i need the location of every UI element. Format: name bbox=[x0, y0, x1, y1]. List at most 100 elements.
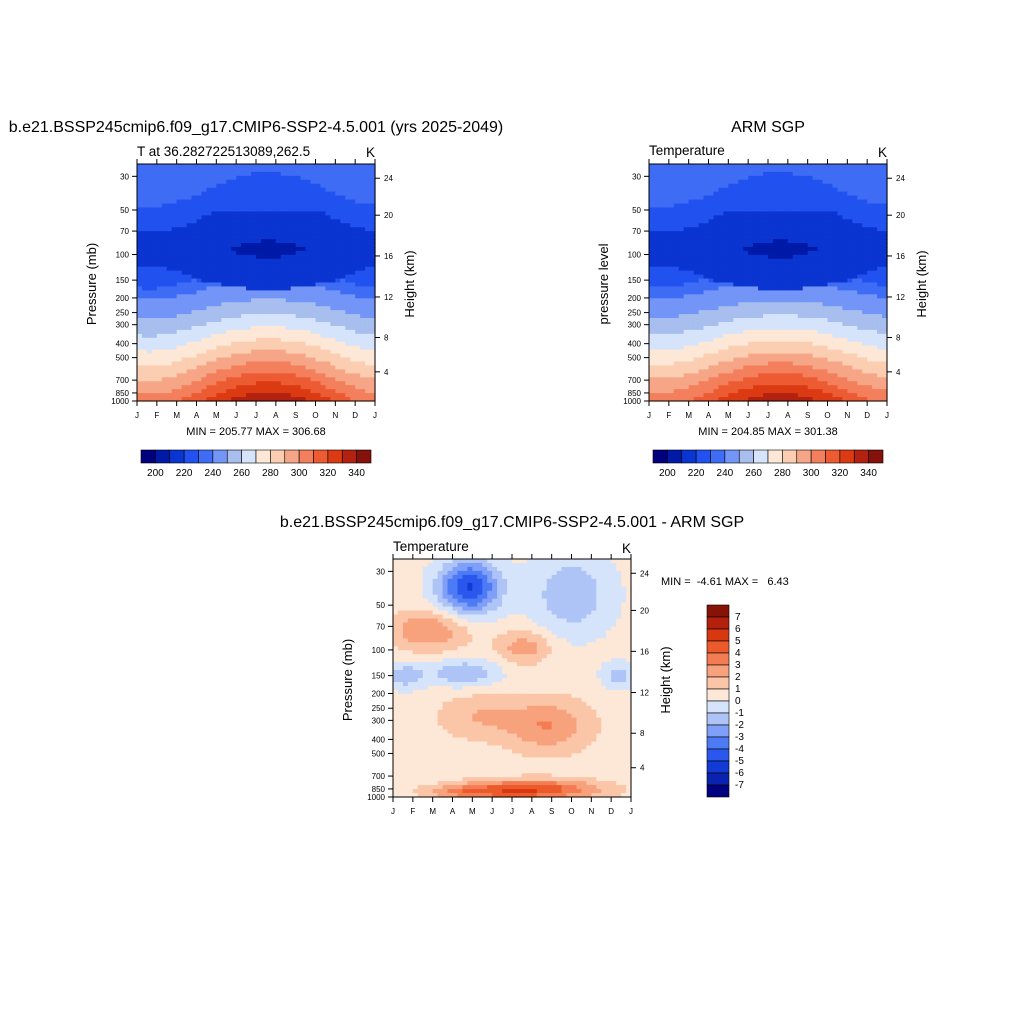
colorbar-box bbox=[706, 724, 730, 738]
panel1-left-label: T at 36.282722513089,262.5 bbox=[137, 144, 310, 159]
x-tick-label: M bbox=[213, 411, 220, 420]
y-tick-label: 500 bbox=[372, 749, 386, 758]
x-tick-label: N bbox=[844, 411, 850, 420]
y-tick-label: 150 bbox=[372, 672, 386, 681]
colorbar-label: 300 bbox=[291, 468, 308, 479]
y-tick-label: 300 bbox=[372, 716, 386, 725]
y-tick-label: 300 bbox=[628, 321, 642, 330]
colorbar-box bbox=[706, 664, 730, 678]
x-tick-label: J bbox=[766, 411, 770, 420]
y2-tick-label: 20 bbox=[384, 211, 393, 220]
panel1-ylabel: Pressure (mb) bbox=[84, 243, 99, 325]
colorbar-label: 200 bbox=[147, 468, 164, 479]
colorbar-box bbox=[198, 449, 214, 464]
x-tick-label: D bbox=[352, 411, 358, 420]
y2-tick-label: 12 bbox=[640, 689, 649, 698]
colorbar-box bbox=[270, 449, 286, 464]
colorbar-box bbox=[313, 449, 329, 464]
panel3-y2label: Height (km) bbox=[658, 646, 673, 713]
y-tick-label: 500 bbox=[116, 354, 130, 363]
colorbar-box bbox=[706, 712, 730, 726]
y2-tick-label: 8 bbox=[384, 333, 389, 342]
colorbar-box bbox=[853, 449, 869, 464]
x-tick-label: S bbox=[549, 807, 554, 816]
colorbar-box bbox=[810, 449, 826, 464]
x-tick-label: M bbox=[429, 807, 436, 816]
x-tick-label: S bbox=[293, 411, 298, 420]
colorbar-box bbox=[839, 449, 855, 464]
x-tick-label: J bbox=[885, 411, 889, 420]
panel2-ylabel: pressure level bbox=[596, 243, 611, 324]
y-tick-label: 700 bbox=[372, 772, 386, 781]
y2-tick-label: 20 bbox=[896, 211, 905, 220]
colorbar-label: 280 bbox=[262, 468, 279, 479]
panel3-stats: MIN = -4.61 MAX = 6.43 bbox=[661, 576, 789, 588]
x-tick-label: A bbox=[194, 411, 200, 420]
y-tick-label: 150 bbox=[116, 276, 130, 285]
y-tick-label: 100 bbox=[628, 251, 642, 260]
x-tick-label: O bbox=[568, 807, 574, 816]
colorbar-label: 2 bbox=[735, 672, 741, 683]
colorbar-box bbox=[226, 449, 242, 464]
x-tick-label: J bbox=[629, 807, 633, 816]
colorbar-box bbox=[706, 760, 730, 774]
y2-tick-label: 20 bbox=[640, 606, 649, 615]
colorbar-box bbox=[706, 652, 730, 666]
colorbar-label: 7 bbox=[735, 612, 741, 623]
y2-tick-label: 8 bbox=[640, 729, 645, 738]
y2-tick-label: 16 bbox=[896, 252, 905, 261]
colorbar-label: 300 bbox=[803, 468, 820, 479]
y-tick-label: 50 bbox=[376, 601, 385, 610]
x-tick-label: J bbox=[746, 411, 750, 420]
colorbar-label: 340 bbox=[860, 468, 877, 479]
x-tick-label: A bbox=[529, 807, 535, 816]
x-tick-label: N bbox=[332, 411, 338, 420]
colorbar-box bbox=[140, 449, 156, 464]
y-tick-label: 200 bbox=[628, 294, 642, 303]
colorbar-box bbox=[706, 748, 730, 762]
colorbar-label: -3 bbox=[735, 732, 744, 743]
panel1-right-label: K bbox=[366, 145, 375, 160]
colorbar-label: 280 bbox=[774, 468, 791, 479]
colorbar-box bbox=[706, 616, 730, 630]
colorbar-label: 1 bbox=[735, 684, 741, 695]
panel1-stats: MIN = 205.77 MAX = 306.68 bbox=[186, 426, 325, 438]
colorbar-box bbox=[155, 449, 171, 464]
colorbar-box bbox=[706, 604, 730, 618]
x-tick-label: M bbox=[469, 807, 476, 816]
colorbar-box bbox=[341, 449, 357, 464]
colorbar-label: -7 bbox=[735, 780, 744, 791]
colorbar-label: 4 bbox=[735, 648, 741, 659]
colorbar-label: 240 bbox=[717, 468, 734, 479]
y2-tick-label: 16 bbox=[640, 647, 649, 656]
colorbar-label: -2 bbox=[735, 720, 744, 731]
x-tick-label: J bbox=[254, 411, 258, 420]
x-tick-label: A bbox=[450, 807, 456, 816]
y-tick-label: 70 bbox=[120, 227, 129, 236]
y-tick-label: 850 bbox=[116, 389, 130, 398]
y-tick-label: 1000 bbox=[367, 793, 385, 802]
colorbar-label: 5 bbox=[735, 636, 741, 647]
colorbar-box bbox=[695, 449, 711, 464]
colorbar-box bbox=[298, 449, 314, 464]
y2-tick-label: 4 bbox=[896, 368, 901, 377]
colorbar-label: 3 bbox=[735, 660, 741, 671]
y-tick-label: 30 bbox=[120, 172, 129, 181]
y2-tick-label: 4 bbox=[640, 764, 645, 773]
y-tick-label: 400 bbox=[116, 340, 130, 349]
x-tick-label: F bbox=[154, 411, 159, 420]
x-tick-label: F bbox=[666, 411, 671, 420]
y-tick-label: 70 bbox=[376, 622, 385, 631]
x-tick-label: J bbox=[373, 411, 377, 420]
x-tick-label: S bbox=[805, 411, 810, 420]
colorbar-label: 320 bbox=[832, 468, 849, 479]
colorbar-box bbox=[706, 676, 730, 690]
colorbar-box bbox=[724, 449, 740, 464]
colorbar-label: -5 bbox=[735, 756, 744, 767]
y-tick-label: 700 bbox=[628, 376, 642, 385]
x-tick-label: J bbox=[510, 807, 514, 816]
y-tick-label: 300 bbox=[116, 321, 130, 330]
colorbar-label: -6 bbox=[735, 768, 744, 779]
colorbar-box bbox=[753, 449, 769, 464]
